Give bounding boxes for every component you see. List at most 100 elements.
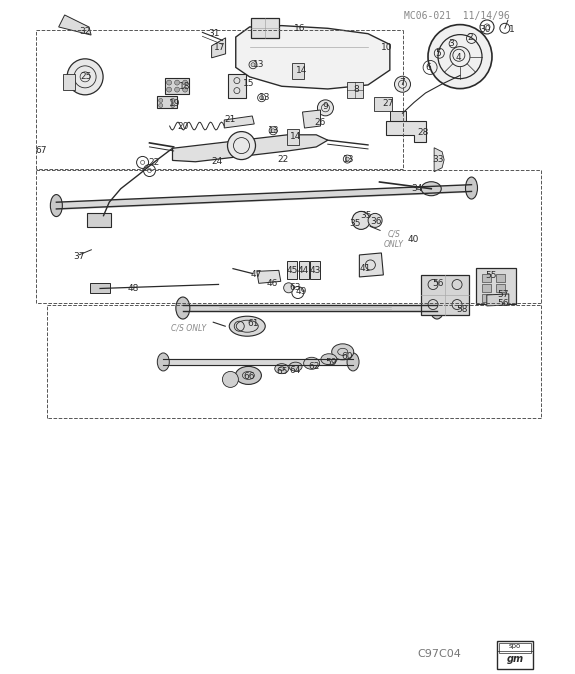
Circle shape xyxy=(183,87,187,92)
Text: 41: 41 xyxy=(360,264,371,274)
Text: C/S ONLY: C/S ONLY xyxy=(171,323,206,332)
Ellipse shape xyxy=(235,367,262,384)
Text: 48: 48 xyxy=(128,284,139,293)
Text: 46: 46 xyxy=(267,279,278,288)
Text: 25: 25 xyxy=(81,72,92,82)
Circle shape xyxy=(271,129,275,133)
Bar xyxy=(157,96,177,109)
Text: 13: 13 xyxy=(253,60,264,69)
Bar xyxy=(496,274,505,282)
Text: 61: 61 xyxy=(247,319,259,328)
Polygon shape xyxy=(302,110,320,128)
Polygon shape xyxy=(224,116,254,128)
Ellipse shape xyxy=(304,357,320,369)
Text: 43: 43 xyxy=(309,266,321,276)
Text: 44: 44 xyxy=(298,266,309,276)
Ellipse shape xyxy=(51,195,62,216)
Text: 32: 32 xyxy=(79,26,91,36)
Text: 13: 13 xyxy=(268,126,279,135)
Text: 63: 63 xyxy=(290,283,301,293)
Text: 13: 13 xyxy=(259,92,270,102)
Text: 58: 58 xyxy=(457,305,468,314)
Bar xyxy=(497,641,533,669)
Text: 47: 47 xyxy=(251,270,262,280)
Ellipse shape xyxy=(229,316,265,336)
Circle shape xyxy=(352,212,370,229)
Text: spo: spo xyxy=(509,643,522,649)
Text: 40: 40 xyxy=(407,235,419,245)
Text: 57: 57 xyxy=(497,290,508,299)
Polygon shape xyxy=(434,148,444,172)
Text: 14: 14 xyxy=(290,131,301,141)
Circle shape xyxy=(171,103,175,107)
Text: 35: 35 xyxy=(360,210,371,220)
Text: 65: 65 xyxy=(276,367,288,376)
Text: 2: 2 xyxy=(467,33,473,42)
Text: 35: 35 xyxy=(350,218,361,228)
Text: 21: 21 xyxy=(224,115,236,125)
Bar xyxy=(421,274,469,315)
Text: gm: gm xyxy=(507,654,524,664)
Circle shape xyxy=(183,80,187,85)
Polygon shape xyxy=(386,121,426,142)
Bar xyxy=(482,284,490,292)
Circle shape xyxy=(428,25,492,88)
Text: 27: 27 xyxy=(382,98,394,108)
Circle shape xyxy=(171,98,175,102)
Circle shape xyxy=(394,76,411,92)
Bar xyxy=(496,294,505,302)
Text: 1: 1 xyxy=(509,25,515,34)
Circle shape xyxy=(368,214,382,227)
Bar xyxy=(165,78,189,94)
Circle shape xyxy=(251,63,255,67)
Bar xyxy=(292,63,304,79)
Bar xyxy=(298,261,309,278)
Text: 55: 55 xyxy=(485,271,497,280)
Bar xyxy=(374,98,392,111)
Polygon shape xyxy=(236,26,390,89)
Text: 31: 31 xyxy=(208,28,220,38)
Ellipse shape xyxy=(321,354,337,365)
Circle shape xyxy=(167,87,171,92)
Text: C97C04: C97C04 xyxy=(417,649,461,658)
Text: 13: 13 xyxy=(343,154,354,164)
Text: 59: 59 xyxy=(325,358,337,367)
Text: 30: 30 xyxy=(479,25,490,34)
Text: 60: 60 xyxy=(342,352,353,361)
Ellipse shape xyxy=(158,353,169,371)
Circle shape xyxy=(223,371,239,388)
Bar xyxy=(288,129,299,145)
Bar xyxy=(287,261,297,278)
Text: 14: 14 xyxy=(296,66,308,75)
Polygon shape xyxy=(59,15,91,35)
Text: 37: 37 xyxy=(74,251,85,261)
Bar xyxy=(90,284,110,293)
Text: 26: 26 xyxy=(314,118,325,127)
Text: 62: 62 xyxy=(308,362,320,371)
Polygon shape xyxy=(257,270,281,283)
Text: 22: 22 xyxy=(277,154,289,164)
Circle shape xyxy=(175,80,179,85)
Text: 3: 3 xyxy=(448,39,454,49)
Text: 20: 20 xyxy=(177,122,189,131)
Bar xyxy=(63,74,75,90)
Polygon shape xyxy=(487,294,509,306)
Ellipse shape xyxy=(275,364,289,373)
Bar xyxy=(310,261,320,278)
Circle shape xyxy=(260,96,263,100)
Circle shape xyxy=(346,157,349,161)
Ellipse shape xyxy=(466,177,477,199)
Ellipse shape xyxy=(430,297,444,319)
Text: 22: 22 xyxy=(148,158,160,167)
Ellipse shape xyxy=(421,182,441,195)
Text: 4: 4 xyxy=(455,53,461,62)
Circle shape xyxy=(175,87,179,92)
Text: 15: 15 xyxy=(243,79,254,88)
Ellipse shape xyxy=(332,344,354,360)
Bar xyxy=(476,268,516,304)
Text: 24: 24 xyxy=(212,157,223,166)
Circle shape xyxy=(167,80,171,85)
Polygon shape xyxy=(212,38,225,58)
Text: 66: 66 xyxy=(244,372,255,381)
Text: MC06-021  11/14/96: MC06-021 11/14/96 xyxy=(404,11,510,21)
